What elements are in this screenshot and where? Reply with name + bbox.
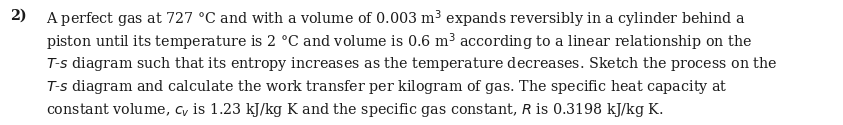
Text: piston until its temperature is 2 °C and volume is 0.6 m$^3$ according to a line: piston until its temperature is 2 °C and… — [46, 32, 753, 54]
Text: $\mathbf{\mathit{T}}$-$s$ diagram and calculate the work transfer per kilogram o: $\mathbf{\mathit{T}}$-$s$ diagram and ca… — [46, 78, 728, 96]
Text: A perfect gas at 727 °C and with a volume of 0.003 m$^3$ expands reversibly in a: A perfect gas at 727 °C and with a volum… — [46, 9, 746, 30]
Text: constant volume, $\mathit{c}_v$ is 1.23 kJ/kg K and the specific gas constant, $: constant volume, $\mathit{c}_v$ is 1.23 … — [46, 101, 664, 119]
Text: $\mathbf{\mathit{T}}$-$s$ diagram such that its entropy increases as the tempera: $\mathbf{\mathit{T}}$-$s$ diagram such t… — [46, 55, 778, 73]
Text: 2): 2) — [10, 9, 27, 23]
